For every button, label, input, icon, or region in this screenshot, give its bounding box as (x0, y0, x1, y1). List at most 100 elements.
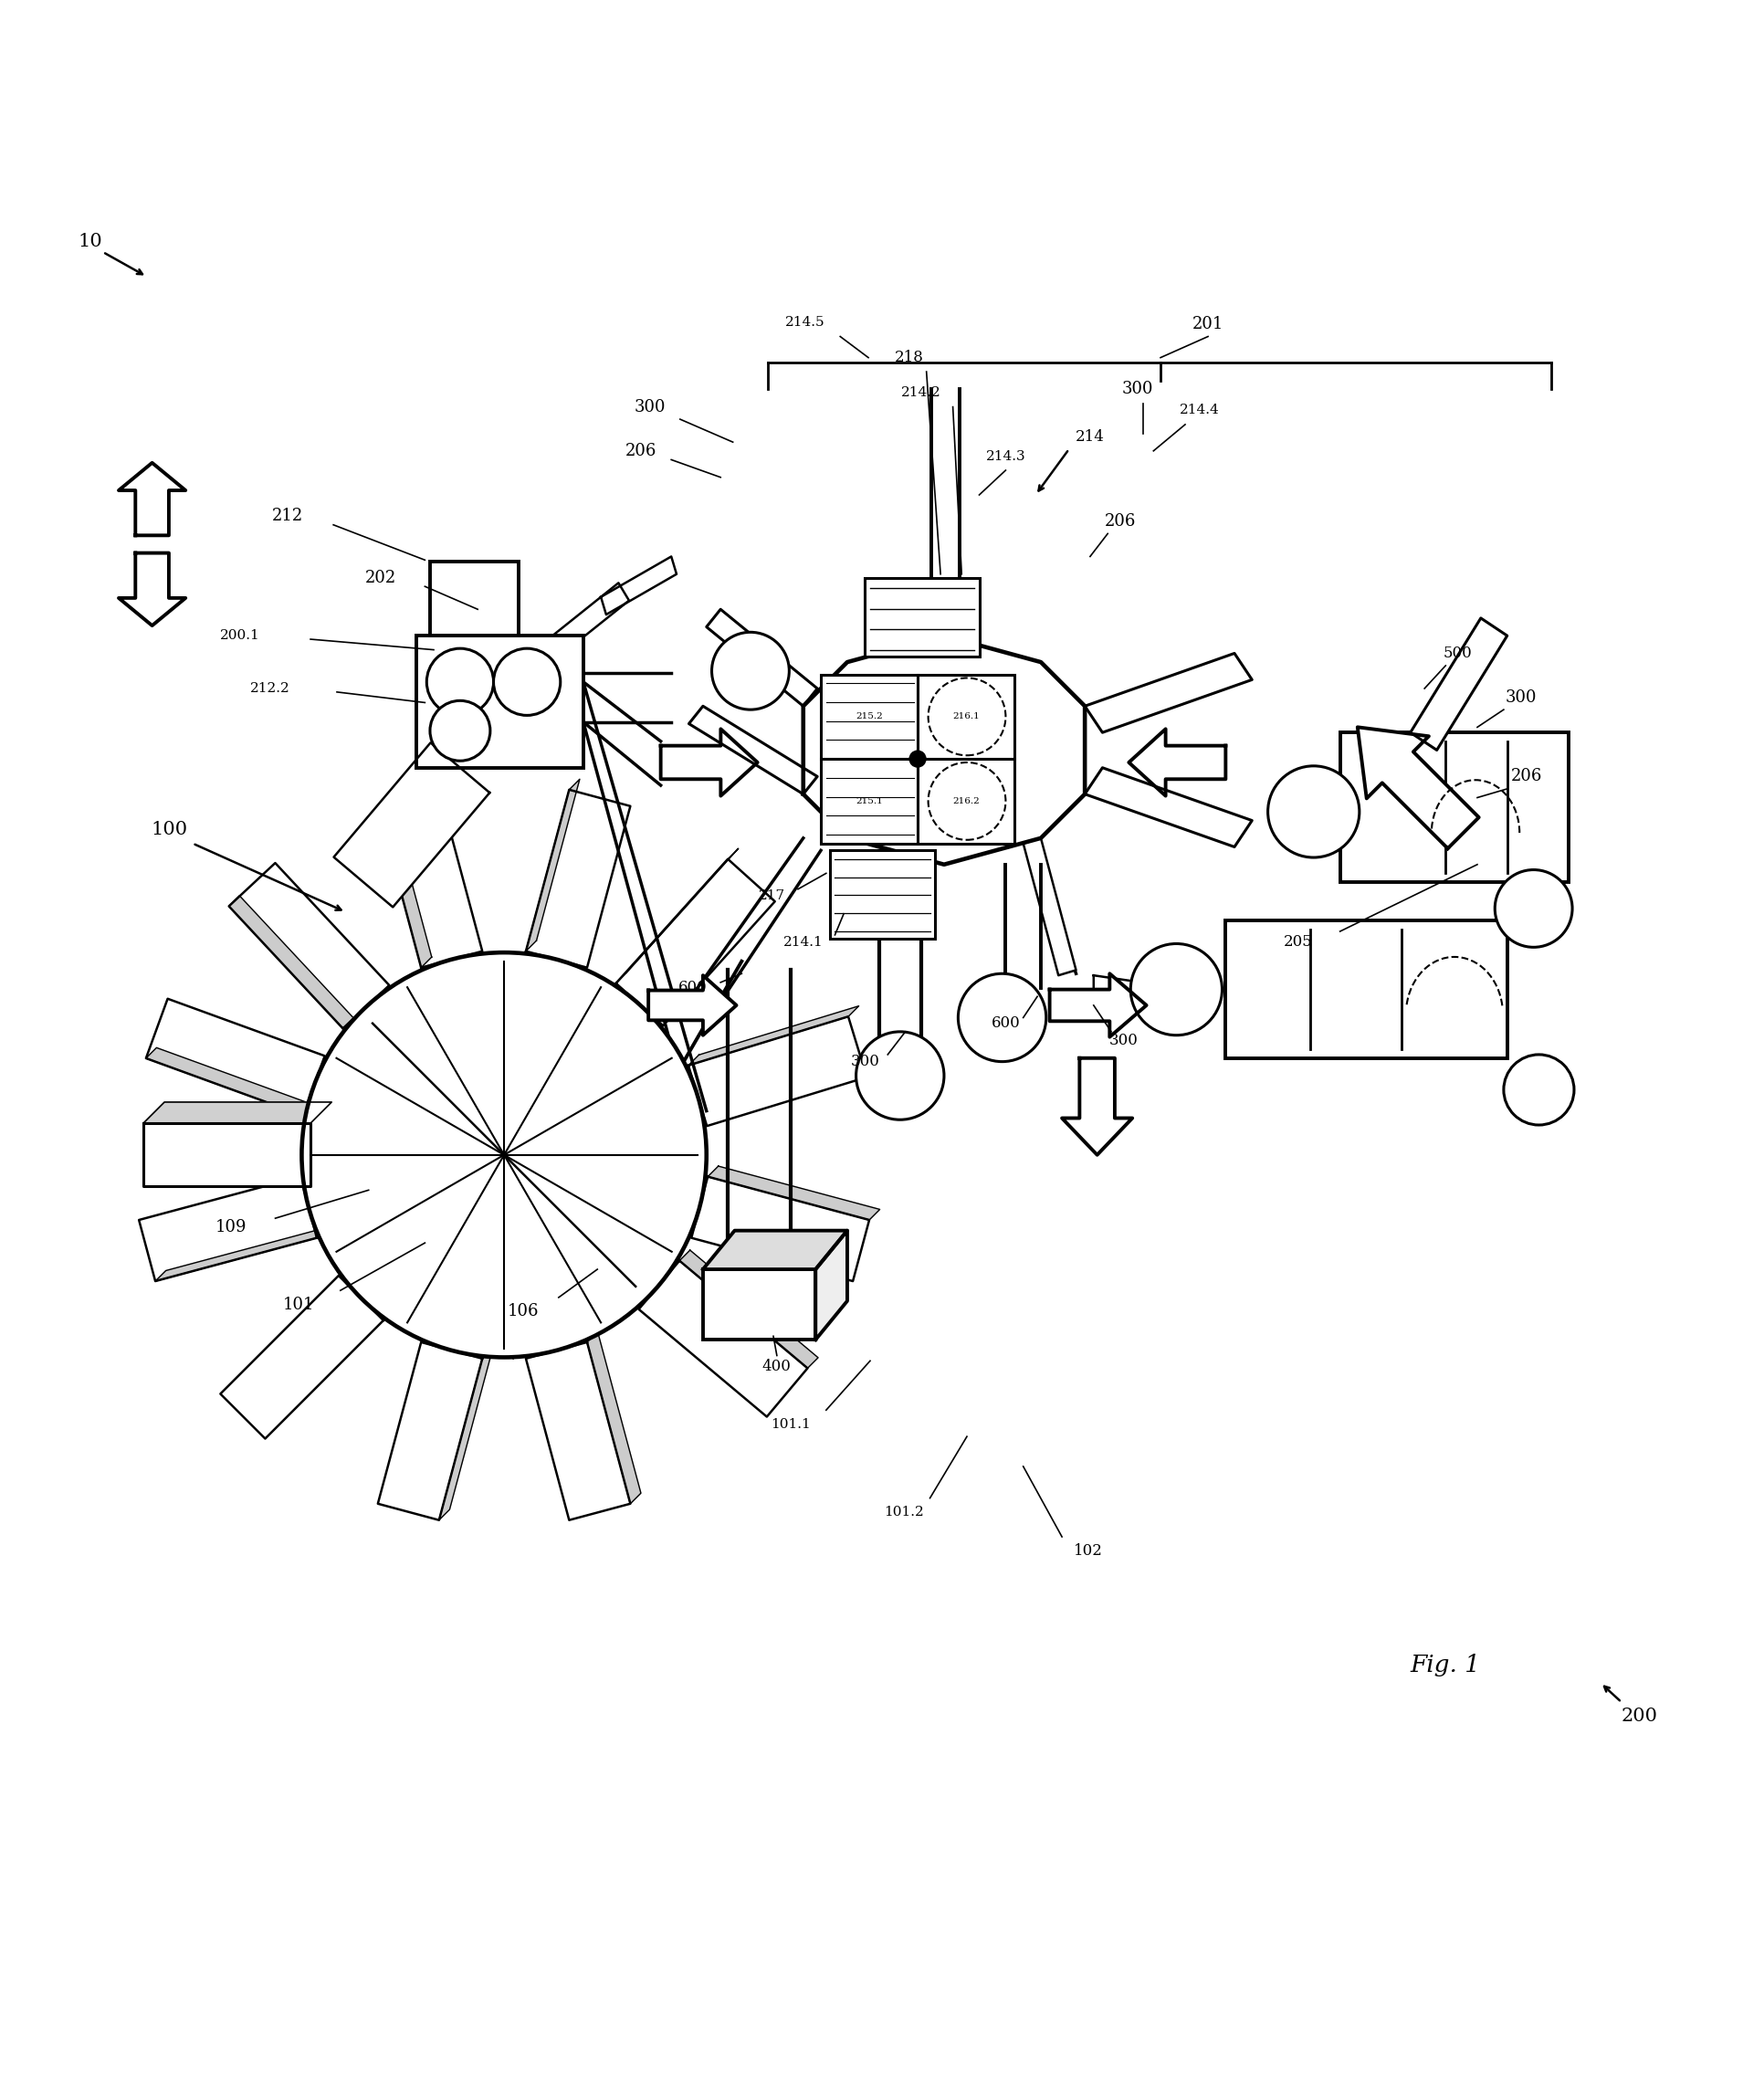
Text: 216.1: 216.1 (953, 712, 979, 720)
Text: 214.1: 214.1 (783, 936, 822, 949)
Polygon shape (526, 1342, 630, 1519)
Polygon shape (647, 976, 736, 1034)
Polygon shape (702, 1230, 847, 1269)
Polygon shape (1357, 726, 1478, 849)
Polygon shape (146, 999, 325, 1115)
Polygon shape (639, 1261, 808, 1417)
Polygon shape (1409, 618, 1506, 749)
Text: 100: 100 (152, 820, 189, 839)
Bar (820, 760, 917, 843)
Circle shape (958, 974, 1046, 1061)
Text: 101.2: 101.2 (884, 1507, 923, 1519)
Text: 102: 102 (1073, 1544, 1102, 1559)
Polygon shape (143, 1103, 332, 1124)
Text: 200.1: 200.1 (220, 628, 259, 643)
Bar (829, 851, 935, 939)
Polygon shape (118, 462, 185, 535)
Text: 214: 214 (1074, 429, 1104, 445)
Polygon shape (688, 705, 817, 795)
Text: 500: 500 (1443, 645, 1471, 662)
Text: 214.3: 214.3 (986, 449, 1025, 462)
Text: 101: 101 (282, 1296, 314, 1313)
Bar (917, 674, 1014, 760)
Bar (1339, 733, 1568, 882)
Circle shape (711, 633, 789, 710)
Text: 214.2: 214.2 (901, 387, 940, 400)
Bar (702, 1269, 815, 1340)
Circle shape (494, 649, 561, 716)
Bar (864, 579, 979, 658)
Text: 217: 217 (759, 891, 785, 903)
Text: 600: 600 (677, 980, 707, 995)
Polygon shape (803, 635, 1085, 864)
Text: 212: 212 (272, 508, 303, 524)
Polygon shape (526, 789, 630, 968)
Text: 101.1: 101.1 (771, 1417, 810, 1430)
Text: 216.2: 216.2 (953, 797, 979, 805)
Polygon shape (706, 610, 817, 705)
Text: 600: 600 (991, 1016, 1020, 1030)
Polygon shape (377, 789, 482, 968)
Circle shape (427, 649, 494, 716)
Text: 214.5: 214.5 (785, 316, 824, 329)
Text: 202: 202 (365, 570, 397, 587)
Text: 300: 300 (1505, 689, 1536, 705)
Text: 300: 300 (1122, 381, 1154, 397)
Polygon shape (139, 1176, 318, 1282)
Circle shape (430, 701, 490, 762)
Polygon shape (691, 1176, 870, 1282)
Polygon shape (688, 1005, 859, 1065)
Text: Fig. 1: Fig. 1 (1409, 1654, 1480, 1677)
Circle shape (302, 953, 706, 1357)
Polygon shape (229, 864, 390, 1028)
Polygon shape (439, 1348, 492, 1519)
Polygon shape (587, 1332, 640, 1505)
Text: 300: 300 (1108, 1032, 1138, 1049)
Polygon shape (143, 1124, 310, 1186)
Text: 215.2: 215.2 (856, 712, 882, 720)
Text: 218: 218 (894, 350, 923, 366)
Circle shape (1494, 870, 1572, 947)
Circle shape (856, 1032, 944, 1120)
Polygon shape (679, 1251, 818, 1367)
Text: 201: 201 (1192, 316, 1222, 333)
Text: 400: 400 (762, 1359, 790, 1373)
Polygon shape (125, 1124, 302, 1186)
Bar (917, 760, 1014, 843)
Polygon shape (526, 778, 579, 951)
Text: 206: 206 (1510, 768, 1542, 785)
Bar (820, 674, 917, 760)
Polygon shape (1085, 653, 1251, 733)
Polygon shape (815, 1230, 847, 1340)
Polygon shape (265, 1309, 393, 1438)
Polygon shape (377, 1342, 482, 1519)
Text: 206: 206 (626, 443, 656, 460)
Circle shape (1131, 943, 1221, 1034)
Polygon shape (1085, 768, 1251, 847)
Bar (1224, 920, 1506, 1057)
Text: 106: 106 (508, 1303, 540, 1319)
Circle shape (908, 749, 926, 768)
Text: 300: 300 (633, 400, 665, 414)
Polygon shape (1023, 839, 1076, 976)
Polygon shape (155, 1228, 326, 1282)
Polygon shape (1062, 1057, 1132, 1155)
Polygon shape (707, 1165, 880, 1219)
Text: 10: 10 (78, 233, 102, 250)
Bar (416, 635, 582, 768)
Polygon shape (1094, 976, 1178, 1005)
Polygon shape (146, 1047, 314, 1115)
Polygon shape (616, 859, 774, 1026)
Text: 206: 206 (1104, 514, 1136, 529)
Polygon shape (549, 583, 628, 658)
Polygon shape (600, 556, 676, 614)
Text: 109: 109 (215, 1219, 247, 1236)
Bar (430, 562, 519, 635)
Text: 200: 200 (1619, 1709, 1656, 1725)
Text: 212.2: 212.2 (250, 683, 289, 695)
Polygon shape (688, 1016, 866, 1126)
Polygon shape (220, 1276, 383, 1438)
Polygon shape (333, 743, 489, 907)
Text: 300: 300 (850, 1053, 878, 1070)
Polygon shape (1050, 974, 1147, 1036)
